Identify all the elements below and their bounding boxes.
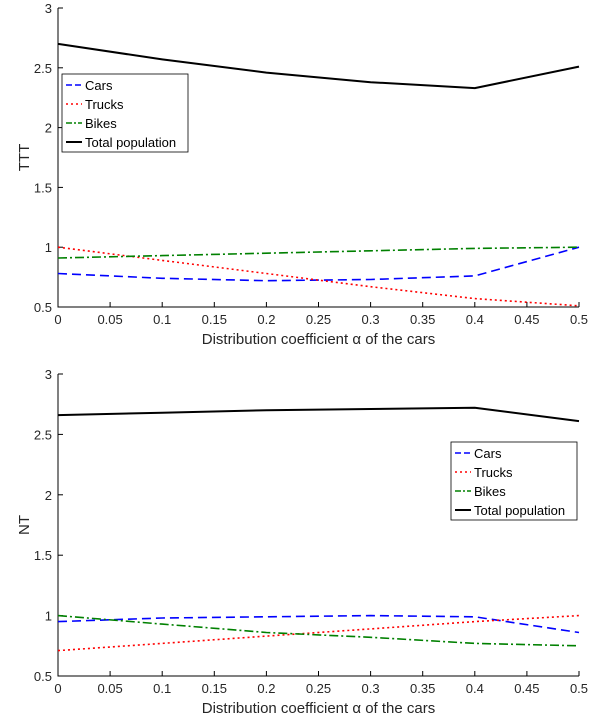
ttt-series-total-population-line [57,42,580,90]
ttt-x-tick-label: 0.25 [306,312,331,327]
nt-legend-label-cars: Cars [474,446,502,461]
ttt-y-axis-title: TTT [16,144,33,172]
chart-nt: 0 0.05 0.1 0.15 0.2 0.25 0.3 0.35 0.4 0.45 0.5 0.5 1… [16,367,588,717]
nt-y-tick-label: 2 [45,488,52,503]
nt-y-tick-label: 1 [45,609,52,624]
nt-x-tick-label: 0.25 [306,681,331,696]
nt-x-tick-label: 0.3 [362,681,380,696]
ttt-y-tick-label: 3 [45,1,52,16]
nt-x-tick-label: 0.45 [514,681,539,696]
nt-y-tick-label: 1.5 [34,548,52,563]
nt-x-tick-label: 0.2 [257,681,275,696]
ttt-x-tick-label: 0.15 [202,312,227,327]
ttt-x-axis-title: Distribution coefficient α of the cars [202,331,436,348]
nt-y-tick-label: 0.5 [34,669,52,684]
ttt-y-tick-label: 1.5 [34,180,52,195]
ttt-x-tick-label: 0.05 [97,312,122,327]
chart-ttt: 0 0.05 0.1 0.15 0.2 0.25 0.3 0.35 0.4 0.45 0.5 0.5 1… [16,1,588,348]
ttt-x-tick-label: 0.45 [514,312,539,327]
ttt-y-tick-label: 2.5 [34,61,52,76]
nt-y-tick-label: 3 [45,367,52,382]
ttt-x-tick-label: 0.3 [362,312,380,327]
ttt-legend-label-trucks: Trucks [85,97,124,112]
ttt-legend: Cars Trucks Bikes Total population [61,73,189,153]
ttt-y-tick-label: 1 [45,240,52,255]
ttt-x-tick-label: 0 [54,312,61,327]
ttt-y-tick-label: 0.5 [34,300,52,315]
ttt-x-tick-label: 0.1 [153,312,171,327]
nt-x-tick-label: 0.35 [410,681,435,696]
nt-x-tick-label: 0.15 [202,681,227,696]
ttt-legend-label-cars: Cars [85,78,113,93]
ttt-x-tick-label: 0.35 [410,312,435,327]
ttt-legend-box [61,73,189,153]
nt-x-tick-label: 0.4 [466,681,484,696]
ttt-x-tick-label: 0.4 [466,312,484,327]
nt-y-axis-title: NT [16,515,33,535]
nt-series-trucks-line [57,614,580,652]
nt-x-tick-label: 0.05 [97,681,122,696]
nt-series-cars-line [57,614,580,634]
nt-legend-box [450,441,578,521]
nt-y-tick-label: 2.5 [34,427,52,442]
nt-x-tick-label: 0.1 [153,681,171,696]
ttt-x-tick-label: 0.5 [570,312,588,327]
nt-legend-label-trucks: Trucks [474,465,513,480]
ttt-series-cars-line [57,246,580,282]
nt-x-axis-title: Distribution coefficient α of the cars [202,700,436,717]
ttt-series-bikes-line [57,246,580,259]
nt-legend-label-total-population: Total population [474,503,565,518]
ttt-legend-label-total-population: Total population [85,135,176,150]
nt-x-tick-label: 0 [54,681,61,696]
nt-series-bikes-line [57,614,580,647]
nt-series-total-population-line [57,406,580,423]
nt-legend-label-bikes: Bikes [474,484,506,499]
nt-x-tick-label: 0.5 [570,681,588,696]
ttt-y-tick-label: 2 [45,121,52,136]
ttt-x-tick-label: 0.2 [257,312,275,327]
ttt-legend-label-bikes: Bikes [85,116,117,131]
nt-legend: Cars Trucks Bikes Total population [450,441,578,521]
